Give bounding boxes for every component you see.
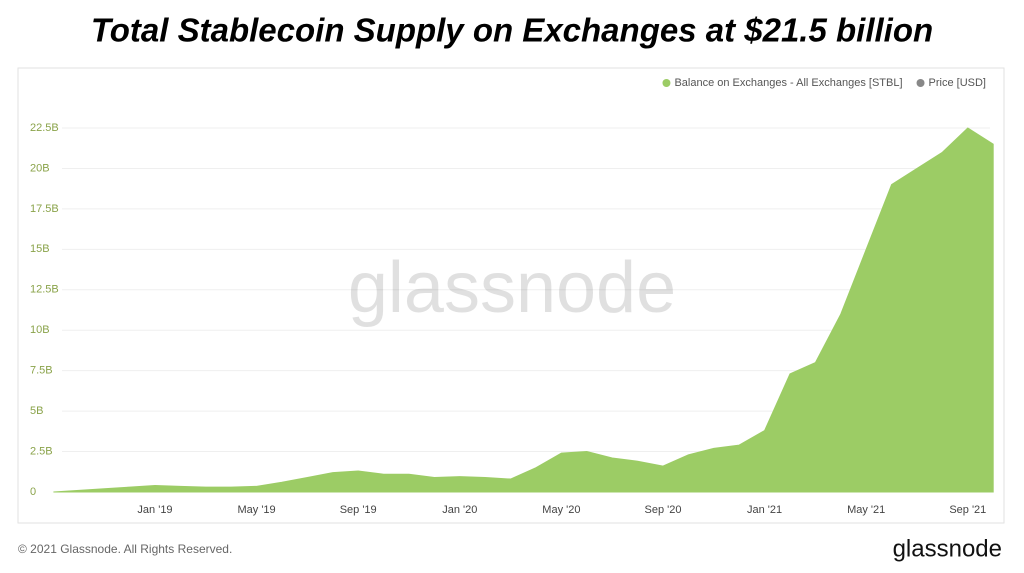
watermark: glassnode [348,248,676,328]
x-tick-label: Sep '21 [949,504,986,516]
legend-label: Price [USD] [929,77,986,89]
x-tick-label: May '21 [847,504,885,516]
x-tick-label: Sep '20 [645,504,682,516]
y-tick-label: 22.5B [30,122,59,134]
x-tick-label: Jan '19 [137,504,172,516]
y-tick-label: 15B [30,243,50,255]
logo: glassnode [893,535,1002,562]
copyright: © 2021 Glassnode. All Rights Reserved. [18,542,232,556]
chart-title: Total Stablecoin Supply on Exchanges at … [91,12,933,49]
y-tick-label: 7.5B [30,365,53,377]
x-tick-label: Jan '21 [747,504,782,516]
y-tick-label: 12.5B [30,284,59,296]
legend-swatch [916,79,925,87]
y-tick-label: 2.5B [30,445,53,457]
area [53,127,994,493]
y-tick-label: 10B [30,324,50,336]
legend-label: Balance on Exchanges - All Exchanges [ST… [674,77,902,89]
y-tick-label: 0 [30,486,36,498]
x-tick-label: Jan '20 [442,504,477,516]
y-tick-label: 20B [30,162,50,174]
legend-swatch [662,79,671,87]
x-tick-label: May '19 [238,504,276,516]
x-tick-label: May '20 [542,504,580,516]
y-tick-label: 5B [30,405,43,417]
x-tick-label: Sep '19 [340,504,377,516]
y-tick-label: 17.5B [30,203,59,215]
